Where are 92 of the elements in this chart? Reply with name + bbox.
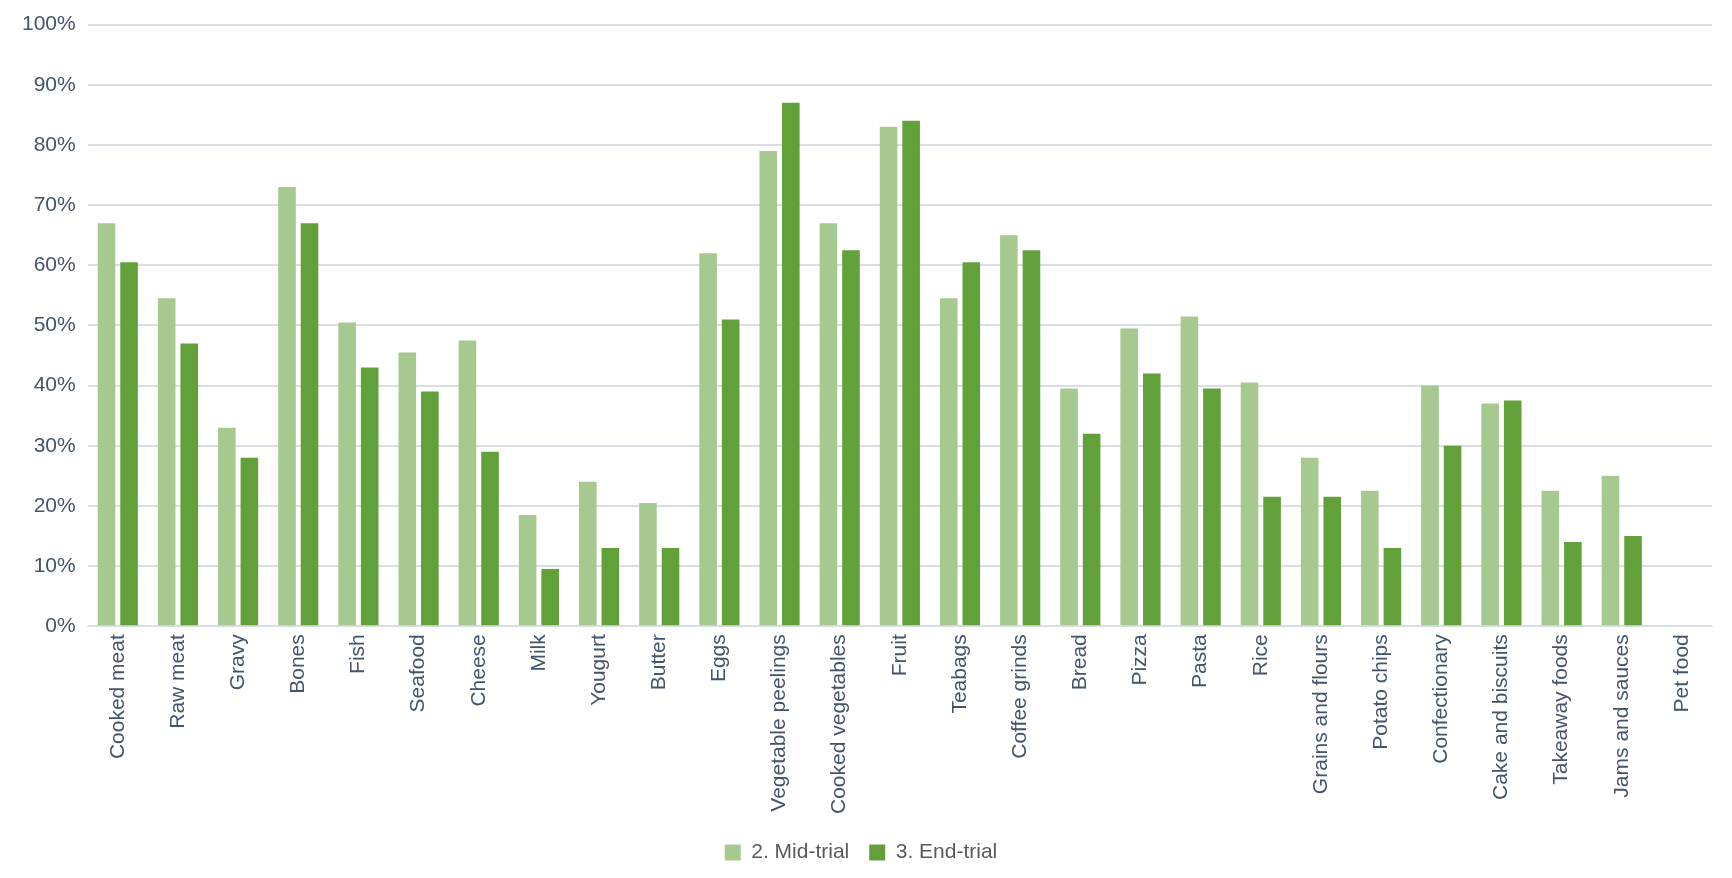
y-tick-label: 0%	[45, 613, 76, 636]
x-tick-label: Yougurt	[585, 634, 609, 706]
bar	[1443, 445, 1462, 626]
x-tick-label: Cooked meat	[104, 634, 128, 760]
y-tick-label: 30%	[33, 432, 76, 456]
bar	[1060, 388, 1078, 626]
bar	[939, 298, 958, 626]
bar	[1203, 388, 1221, 626]
x-tick-label: Cake and biscuits	[1488, 634, 1512, 800]
bar	[518, 514, 537, 626]
x-tick-label: Coffee grinds	[1006, 634, 1030, 759]
bar	[1361, 490, 1379, 626]
x-tick-label: Rice	[1247, 634, 1271, 677]
x-tick-label: Jams and sauces	[1608, 634, 1632, 798]
x-tick-label: Seafood	[405, 634, 429, 713]
bar	[1120, 328, 1139, 626]
legend-label: 2. Mid-trial	[751, 839, 850, 863]
bar	[1263, 496, 1281, 626]
bar	[541, 569, 559, 626]
x-tick-label: Fruit	[886, 634, 910, 677]
x-tick-label: Cheese	[465, 634, 489, 707]
x-tick-label: Takeaway foods	[1548, 634, 1572, 785]
x-tick-label: Pet food	[1668, 634, 1692, 713]
bar	[1481, 403, 1499, 626]
bar	[1323, 496, 1342, 626]
bar	[1142, 373, 1161, 626]
y-tick-label: 90%	[33, 71, 76, 95]
y-tick-label: 100%	[21, 11, 76, 35]
bar	[338, 322, 356, 626]
bar	[661, 548, 680, 626]
bar	[240, 457, 259, 626]
bar	[458, 340, 477, 626]
bar	[1022, 250, 1041, 626]
x-tick-label: Raw meat	[164, 634, 188, 729]
x-tick-label: Cooked vegetables	[826, 634, 850, 814]
x-tick-label: Vegetable peelings	[766, 634, 790, 812]
x-tick-label: Milk	[525, 633, 549, 672]
x-tick-label: Teabags	[946, 634, 970, 714]
y-tick-label: 80%	[33, 131, 76, 155]
y-tick-label: 50%	[33, 312, 76, 336]
legend-label: 3. End-trial	[895, 839, 998, 863]
x-tick-label: Bread	[1067, 634, 1091, 691]
y-tick-label: 40%	[33, 372, 76, 396]
bar	[1624, 535, 1642, 626]
bar	[180, 343, 199, 626]
bar	[782, 102, 800, 626]
x-tick-label: Pizza	[1127, 633, 1151, 686]
bar	[819, 223, 838, 626]
y-tick-label: 20%	[33, 492, 76, 516]
x-tick-label: Grains and flours	[1307, 634, 1331, 795]
bar	[699, 253, 717, 626]
bar	[962, 262, 981, 626]
bar	[1564, 541, 1582, 626]
bar	[879, 126, 898, 626]
bar	[278, 187, 296, 626]
x-tick-label: Confectionary	[1428, 633, 1452, 764]
bar	[578, 481, 597, 626]
x-tick-label: Gravy	[224, 633, 248, 691]
bar	[1300, 457, 1319, 626]
x-tick-label: Bones	[285, 634, 309, 694]
y-tick-label: 10%	[33, 552, 76, 576]
bar	[601, 548, 620, 626]
y-tick-label: 70%	[33, 191, 76, 215]
bar	[1541, 490, 1560, 626]
bar	[639, 502, 657, 626]
bar	[300, 223, 319, 626]
y-tick-label: 60%	[33, 252, 76, 276]
bar	[97, 223, 116, 626]
bar	[1240, 382, 1259, 626]
bar	[218, 427, 236, 626]
bar	[1000, 235, 1018, 626]
bar	[759, 150, 778, 626]
bar	[1421, 385, 1439, 626]
bar	[120, 262, 138, 626]
bar	[1082, 433, 1101, 626]
bar	[1503, 400, 1522, 626]
x-tick-label: Potato chips	[1367, 634, 1391, 750]
bar	[360, 367, 379, 626]
bar	[902, 120, 920, 626]
bar	[157, 298, 176, 626]
x-tick-label: Butter	[646, 634, 670, 691]
bar	[1601, 475, 1620, 626]
x-tick-label: Eggs	[706, 634, 730, 683]
bar	[398, 352, 417, 626]
bar	[842, 250, 860, 626]
bar	[421, 391, 439, 626]
bar	[721, 319, 740, 626]
x-tick-label: Fish	[345, 634, 369, 674]
bar	[1180, 316, 1199, 626]
bar	[481, 451, 499, 626]
x-tick-label: Pasta	[1187, 633, 1211, 688]
bar	[1383, 548, 1402, 626]
